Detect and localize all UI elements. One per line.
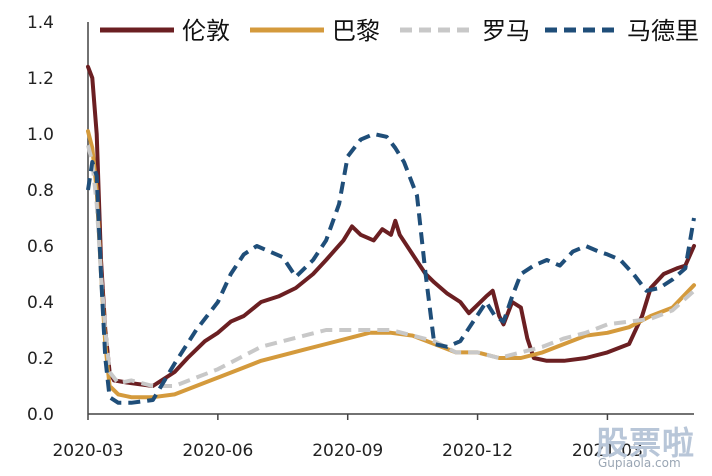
- y-tick-label: 0.4: [27, 293, 54, 313]
- x-tick-label: 2020-09: [312, 441, 383, 461]
- x-tick-label: 2020-12: [442, 441, 513, 461]
- y-tick-label: 0.8: [27, 181, 54, 201]
- legend-label-2: 巴黎: [332, 17, 380, 45]
- legend-label-4: 马德里: [627, 17, 699, 45]
- y-tick-label: 1.0: [27, 125, 54, 145]
- x-tick-label: 2021-03: [572, 441, 643, 461]
- series-lines: [86, 64, 696, 405]
- y-tick-label: 0.2: [27, 349, 54, 369]
- axes: 0.0 0.2 0.4 0.6 0.8 1.0 1.2 1.4 2020-03 2020-06 20…: [27, 13, 694, 461]
- legend-label-1: 伦敦: [182, 17, 230, 45]
- x-tick-label: 2020-06: [182, 441, 253, 461]
- series-line-2: [86, 129, 696, 400]
- y-tick-label: 0.0: [27, 405, 54, 425]
- x-tick-label: 2020-03: [52, 441, 123, 461]
- y-tick-label: 1.2: [27, 69, 54, 89]
- y-tick-label: 0.6: [27, 237, 54, 257]
- series-line-1: [86, 64, 696, 388]
- legend: 伦敦 巴黎 罗马 马德里: [100, 17, 699, 45]
- legend-label-3: 罗马: [482, 17, 530, 45]
- series-line-3: [86, 144, 696, 388]
- series-line-4: [86, 132, 696, 405]
- y-tick-label: 1.4: [27, 13, 54, 33]
